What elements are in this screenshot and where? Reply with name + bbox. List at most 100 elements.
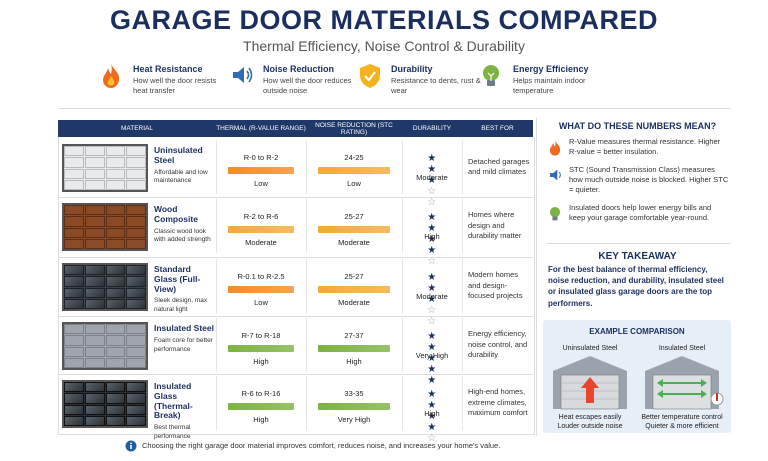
door-panel bbox=[126, 227, 146, 238]
cell-divider bbox=[462, 140, 463, 194]
star: ☆ bbox=[427, 316, 437, 327]
door-panel bbox=[84, 404, 105, 415]
material: Insulated Steel Foam core for better perf… bbox=[154, 323, 216, 354]
material-name: Standard Glass (Full-View) bbox=[154, 264, 201, 294]
explanation: STC (Sound Transmission Class) measures … bbox=[569, 165, 729, 195]
door-panel bbox=[64, 168, 84, 179]
material-name: Insulated Glass (Thermal-Break) bbox=[154, 381, 193, 421]
explanation: R-Value measures thermal resistance. Hig… bbox=[569, 137, 721, 157]
cell-divider bbox=[306, 140, 307, 194]
door-panel bbox=[84, 179, 105, 190]
door-panel bbox=[126, 287, 146, 298]
cell-divider bbox=[216, 318, 217, 372]
door-panel bbox=[126, 393, 146, 404]
door-panel bbox=[126, 205, 146, 216]
door-panel bbox=[84, 287, 105, 298]
door-panel bbox=[64, 357, 84, 368]
door-panel bbox=[64, 404, 84, 415]
door-panel bbox=[84, 382, 105, 393]
example-caption: Better temperature control Quieter & more… bbox=[637, 413, 727, 431]
row-divider bbox=[58, 257, 533, 258]
cell-divider bbox=[306, 318, 307, 372]
legend-item: Energy Efficiency Helps maintain indoor t… bbox=[513, 64, 611, 96]
door-panel bbox=[84, 216, 105, 227]
door-panel bbox=[105, 276, 126, 287]
door-panel bbox=[64, 157, 84, 168]
noise-bar bbox=[318, 286, 390, 293]
noise-bar bbox=[318, 226, 390, 233]
door-panel bbox=[64, 382, 84, 393]
door-panel bbox=[105, 157, 126, 168]
star-rating: ★ ★ ★ ★ ★ bbox=[402, 331, 462, 386]
explanation: Insulated doors help lower energy bills … bbox=[569, 203, 712, 223]
cell-divider bbox=[402, 376, 403, 430]
door-panel bbox=[105, 357, 126, 368]
star: ☆ bbox=[427, 197, 437, 208]
door-panel bbox=[64, 287, 84, 298]
thermal-range: R-0 to R-2 bbox=[243, 153, 279, 162]
thermal-range: R-2 to R-6 bbox=[243, 212, 279, 221]
door-panel bbox=[84, 265, 105, 276]
door-panel bbox=[64, 265, 84, 276]
door-image bbox=[62, 144, 148, 192]
legend-item: Durability Resistance to dents, rust & we… bbox=[391, 64, 489, 96]
cell-divider bbox=[462, 376, 463, 430]
star: ★ bbox=[427, 364, 437, 375]
star: ★ bbox=[427, 375, 437, 386]
star: ★ bbox=[427, 272, 437, 283]
row-divider bbox=[58, 316, 533, 317]
door-panel bbox=[126, 276, 146, 287]
table-frame bbox=[58, 137, 535, 435]
star: ☆ bbox=[427, 256, 437, 267]
material: Uninsulated Steel Affordable and low main… bbox=[154, 145, 216, 186]
subtitle: Thermal Efficiency, Noise Control & Dura… bbox=[243, 38, 525, 54]
best-for: Detached garages and mild climates bbox=[468, 156, 530, 177]
door-panel bbox=[105, 382, 126, 393]
legend-title: Noise Reduction bbox=[263, 64, 335, 74]
door-panel bbox=[84, 357, 105, 368]
thermal-bar bbox=[228, 226, 294, 233]
thermal-bar bbox=[228, 167, 294, 174]
door-panel bbox=[105, 298, 126, 309]
cell-divider bbox=[216, 259, 217, 313]
noise-bar bbox=[318, 403, 390, 410]
door-panel bbox=[126, 335, 146, 346]
legend-title: Energy Efficiency bbox=[513, 64, 589, 74]
legend-title: Heat Resistance bbox=[133, 64, 203, 74]
star-rating: ★ ★ ★ ☆ ☆ bbox=[402, 153, 462, 208]
noise-rating: Moderate bbox=[338, 238, 370, 247]
icon-graphic bbox=[360, 64, 380, 88]
takeaway-heading: KEY TAKEAWAY bbox=[598, 251, 677, 262]
icon bbox=[480, 63, 502, 94]
example-illustration bbox=[553, 356, 724, 410]
durability-rating: Moderate bbox=[416, 173, 448, 182]
door-panel bbox=[84, 238, 105, 249]
door-panel bbox=[126, 216, 146, 227]
star: ★ bbox=[427, 411, 437, 422]
star: ★ bbox=[427, 164, 437, 175]
column-header: NOISE REDUCTION (STC RATING) bbox=[306, 120, 403, 137]
icon bbox=[100, 63, 122, 94]
noise-range: 25-27 bbox=[344, 212, 364, 221]
star: ★ bbox=[427, 223, 437, 234]
star: ☆ bbox=[427, 186, 437, 197]
noise-range: 33-35 bbox=[344, 389, 364, 398]
cell-divider bbox=[216, 199, 217, 253]
footer-note: Choosing the right garage door material … bbox=[142, 441, 501, 450]
star: ★ bbox=[427, 234, 437, 245]
material-description: Foam core for better performance bbox=[154, 336, 213, 353]
durability-rating: Very High bbox=[415, 351, 449, 360]
thermal-bar bbox=[228, 286, 294, 293]
door-panel bbox=[126, 265, 146, 276]
star: ★ bbox=[427, 283, 437, 294]
door-panel bbox=[105, 404, 126, 415]
star-rating: ★ ★ ★ ☆ ☆ bbox=[402, 272, 462, 327]
star: ★ bbox=[427, 331, 437, 342]
door-panel bbox=[84, 227, 105, 238]
material: Insulated Glass (Thermal-Break) Best ther… bbox=[154, 381, 216, 442]
cell-divider bbox=[306, 376, 307, 430]
icon bbox=[548, 167, 564, 188]
title: GARAGE DOOR MATERIALS COMPARED bbox=[110, 5, 658, 35]
sidebar-heading: WHAT DO THESE NUMBERS MEAN? bbox=[558, 121, 717, 131]
